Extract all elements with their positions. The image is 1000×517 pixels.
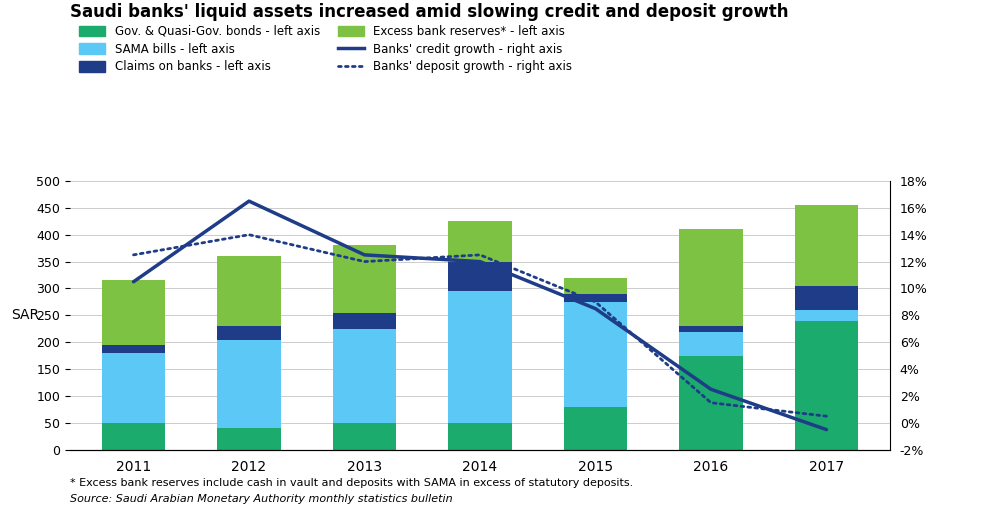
Bar xyxy=(333,423,396,450)
Legend: Gov. & Quasi-Gov. bonds - left axis, SAMA bills - left axis, Claims on banks - l: Gov. & Quasi-Gov. bonds - left axis, SAM… xyxy=(76,21,576,77)
Bar xyxy=(564,407,627,450)
Bar xyxy=(333,329,396,423)
Bar xyxy=(217,428,281,450)
Bar xyxy=(102,353,165,423)
Bar xyxy=(217,326,281,340)
Bar xyxy=(448,291,512,423)
Bar xyxy=(333,246,396,313)
Bar xyxy=(795,310,858,321)
Text: * Excess bank reserves include cash in vault and deposits with SAMA in excess of: * Excess bank reserves include cash in v… xyxy=(70,478,633,488)
Bar xyxy=(679,356,743,450)
Bar xyxy=(448,423,512,450)
Text: Source: Saudi Arabian Monetary Authority monthly statistics bulletin: Source: Saudi Arabian Monetary Authority… xyxy=(70,494,453,504)
Bar xyxy=(102,423,165,450)
Bar xyxy=(333,313,396,329)
Bar xyxy=(448,262,512,291)
Text: Saudi banks' liquid assets increased amid slowing credit and deposit growth: Saudi banks' liquid assets increased ami… xyxy=(70,3,788,21)
Bar xyxy=(679,331,743,356)
Bar xyxy=(448,221,512,262)
Bar xyxy=(564,302,627,407)
Bar xyxy=(102,280,165,345)
Bar xyxy=(795,321,858,450)
Bar xyxy=(679,230,743,326)
Bar xyxy=(679,326,743,331)
Y-axis label: SAR: SAR xyxy=(11,308,39,323)
Bar xyxy=(217,340,281,428)
Bar xyxy=(795,205,858,286)
Bar xyxy=(564,278,627,294)
Bar xyxy=(102,345,165,353)
Bar xyxy=(795,286,858,310)
Bar xyxy=(217,256,281,326)
Bar xyxy=(564,294,627,302)
